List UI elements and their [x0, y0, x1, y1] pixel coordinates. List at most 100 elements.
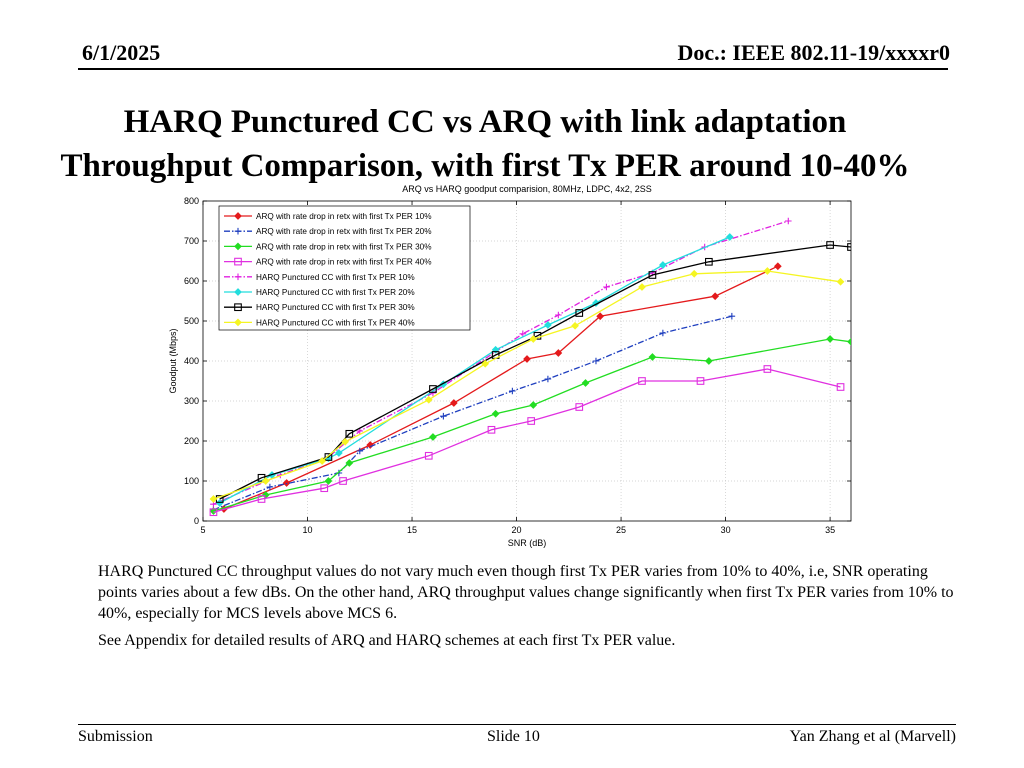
data-point	[544, 321, 552, 329]
legend-marker	[234, 227, 242, 235]
series-3	[209, 335, 851, 515]
footer-authors: Yan Zhang et al (Marvell)	[789, 728, 956, 745]
data-point	[527, 417, 536, 425]
series-line	[219, 244, 851, 500]
y-tick-label: 500	[184, 316, 199, 326]
legend-entry: HARQ Punctured CC with first Tx PER 30%	[256, 303, 415, 312]
legend-marker	[234, 257, 242, 266]
series-line	[219, 236, 731, 504]
data-point	[529, 335, 538, 343]
data-point	[705, 257, 713, 266]
data-point	[696, 377, 705, 385]
series-line	[213, 270, 841, 500]
data-point	[603, 283, 610, 291]
header-date: 6/1/2025	[82, 40, 161, 65]
footer-slide-number: Slide 10	[487, 728, 540, 745]
data-point	[690, 269, 699, 278]
data-point	[704, 357, 713, 365]
data-point	[320, 484, 329, 493]
data-point	[509, 387, 516, 395]
data-point	[487, 425, 496, 434]
data-point	[575, 309, 584, 317]
data-point	[209, 508, 218, 517]
chart-title: ARQ vs HARQ goodput comparision, 80MHz, …	[402, 184, 652, 194]
data-point	[836, 383, 845, 391]
data-point	[345, 459, 354, 467]
data-point	[491, 345, 500, 354]
series-4	[209, 365, 845, 517]
data-point	[257, 495, 266, 503]
x-tick-label: 10	[303, 525, 313, 535]
y-tick-label: 800	[184, 196, 199, 206]
data-point	[659, 329, 667, 337]
data-point	[366, 441, 375, 449]
body-text: HARQ Punctured CC throughput values do n…	[98, 561, 958, 657]
data-point	[638, 283, 646, 291]
data-point	[784, 217, 792, 225]
data-point	[575, 403, 584, 411]
data-point	[638, 377, 646, 385]
data-point	[257, 473, 266, 482]
footer-rule	[78, 724, 956, 725]
series-7	[215, 241, 851, 503]
x-tick-label: 35	[825, 525, 835, 535]
y-tick-label: 0	[194, 516, 199, 526]
y-tick-label: 100	[184, 476, 199, 486]
data-point	[763, 267, 772, 275]
y-tick-label: 600	[184, 276, 199, 286]
footer-submission: Submission	[78, 728, 153, 745]
data-point	[356, 447, 364, 455]
data-point	[324, 477, 333, 485]
legend-entry: HARQ Punctured CC with first Tx PER 40%	[256, 318, 415, 327]
legend-marker	[234, 242, 242, 251]
slide-title-line1: HARQ Punctured CC vs ARQ with link adapt…	[123, 104, 847, 140]
chart-legend: ARQ with rate drop in retx with first Tx…	[218, 205, 471, 331]
data-point	[209, 495, 218, 503]
data-point	[659, 261, 667, 269]
body-paragraph-1: HARQ Punctured CC throughput values do n…	[98, 563, 954, 622]
legend-entry: ARQ with rate drop in retx with first Tx…	[256, 212, 431, 221]
data-point	[847, 337, 851, 346]
data-point	[544, 375, 552, 383]
data-point	[711, 292, 719, 301]
series-line	[213, 368, 841, 513]
x-tick-label: 5	[200, 525, 205, 535]
data-point	[836, 277, 845, 286]
data-point	[773, 262, 782, 271]
data-point	[648, 271, 657, 279]
legend-marker	[234, 318, 242, 327]
data-point	[763, 365, 772, 373]
data-point	[529, 401, 538, 409]
legend-entry: HARQ Punctured CC with first Tx PER 10%	[256, 273, 415, 282]
data-point	[339, 477, 347, 485]
y-tick-label: 300	[184, 396, 199, 406]
y-axis-label: Goodput (Mbps)	[168, 328, 178, 393]
y-tick-label: 400	[184, 356, 199, 366]
legend-marker	[234, 288, 242, 296]
legend-marker	[234, 273, 242, 281]
legend-entry: ARQ with rate drop in retx with first Tx…	[256, 242, 431, 251]
data-point	[554, 349, 563, 357]
slide-title-line2: Throughput Comparison, with first Tx PER…	[60, 148, 910, 184]
series-line	[213, 338, 851, 512]
data-point	[318, 457, 327, 465]
slide-title: HARQ Punctured CC vs ARQ with link adapt…	[0, 100, 970, 188]
data-point	[826, 335, 834, 343]
data-point	[523, 355, 531, 363]
legend-box	[218, 205, 471, 331]
body-paragraph-2: See Appendix for detailed results of ARQ…	[98, 632, 676, 649]
data-point	[439, 380, 448, 389]
data-point	[429, 385, 437, 393]
header-rule	[78, 68, 948, 70]
data-point	[481, 359, 490, 368]
series-line	[213, 315, 733, 511]
data-point	[519, 330, 527, 338]
data-point	[335, 469, 343, 477]
data-point	[596, 312, 605, 321]
series-8	[209, 267, 845, 503]
data-point	[440, 412, 447, 420]
x-tick-label: 15	[407, 525, 417, 535]
x-axis-label: SNR (dB)	[508, 538, 547, 548]
legend-entry: HARQ Punctured CC with first Tx PER 20%	[256, 288, 415, 297]
data-point	[847, 243, 851, 251]
